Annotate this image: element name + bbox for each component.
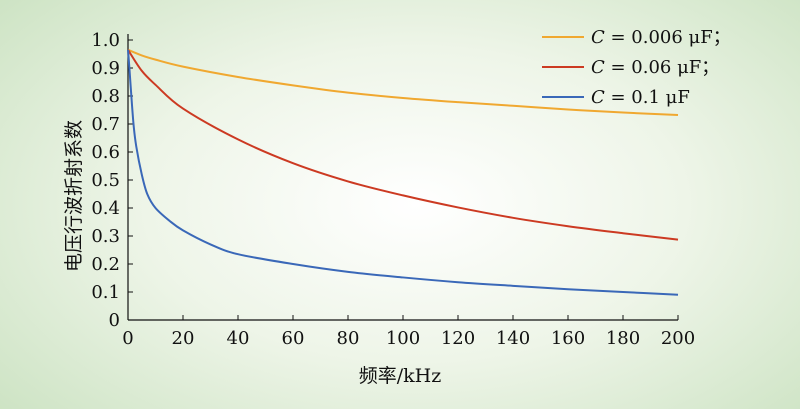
- x-tick-label: 180: [606, 328, 640, 349]
- series-line-3: [127, 49, 679, 296]
- x-tick-label: 200: [661, 328, 695, 349]
- y-tick-label: 0.2: [91, 254, 120, 275]
- y-tick-label: 0.3: [91, 226, 120, 247]
- y-tick-label: 0.8: [91, 86, 120, 107]
- x-tick-label: 140: [496, 328, 530, 349]
- y-tick-label: 0.1: [91, 282, 120, 303]
- legend-label-2: C = 0.06 μF；: [591, 57, 719, 78]
- x-tick-label: 160: [551, 328, 585, 349]
- y-tick-label: 0.4: [91, 198, 120, 219]
- series-line-2: [127, 49, 679, 241]
- x-tick-label: 40: [227, 328, 250, 349]
- y-tick-labels: 0 0.1 0.2 0.3 0.4 0.5 0.6 0.7 0.8 0.9 1.0: [91, 30, 120, 331]
- legend: C = 0.006 μF； C = 0.06 μF； C = 0.1 μF: [542, 27, 731, 108]
- series-lines: [127, 48, 679, 296]
- x-tick-label: 80: [337, 328, 360, 349]
- x-tick-label: 0: [122, 328, 133, 349]
- x-tick-label: 20: [172, 328, 195, 349]
- x-tick-label: 60: [282, 328, 305, 349]
- y-tick-label: 0.5: [91, 170, 120, 191]
- series-line-1: [127, 48, 679, 117]
- y-axis-title: 电压行波折射系数: [63, 120, 85, 272]
- x-tick-label: 100: [386, 328, 420, 349]
- y-tick-label: 0.7: [91, 114, 120, 135]
- x-tick-labels: 0 20 40 60 80 100 120 140 160 180 200: [122, 328, 695, 349]
- legend-label-3: C = 0.1 μF: [591, 87, 690, 108]
- y-tick-label: 0: [109, 310, 120, 331]
- y-tick-label: 1.0: [91, 30, 120, 51]
- axes: [127, 34, 679, 321]
- y-tick-label: 0.9: [91, 58, 120, 79]
- y-tick-label: 0.6: [91, 142, 120, 163]
- x-tick-label: 120: [441, 328, 475, 349]
- x-axis-title: 频率/kHz: [359, 365, 442, 387]
- legend-label-1: C = 0.006 μF；: [591, 27, 731, 48]
